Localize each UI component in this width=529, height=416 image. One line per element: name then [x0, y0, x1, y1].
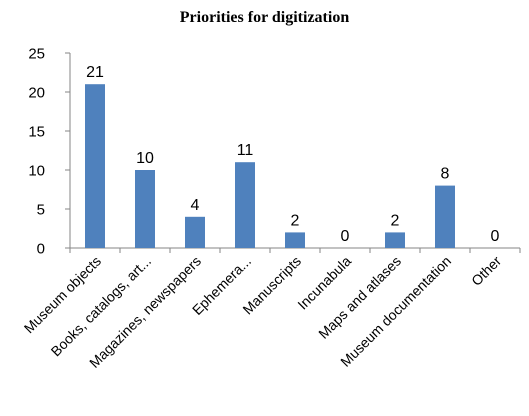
- bar: [285, 232, 305, 248]
- x-axis: [69, 247, 521, 253]
- data-label: 0: [341, 228, 350, 245]
- chart-title: Priorities for digitization: [179, 9, 350, 26]
- data-label: 4: [191, 197, 200, 214]
- y-tick-label: 0: [37, 241, 45, 258]
- data-label: 10: [136, 150, 154, 167]
- data-label: 8: [441, 166, 450, 183]
- y-tick-label: 10: [28, 163, 45, 180]
- data-labels: 21 10 4 11 2 0 2 8 0: [86, 64, 499, 245]
- data-label: 2: [291, 212, 300, 229]
- data-label: 2: [391, 212, 400, 229]
- bar: [185, 216, 205, 248]
- category-label: Other: [468, 253, 504, 289]
- bars: [85, 84, 455, 248]
- bar: [435, 185, 455, 248]
- y-tick-label: 25: [28, 46, 45, 63]
- category-label: Books, catalogs, art...: [48, 253, 155, 360]
- data-label: 11: [237, 142, 254, 159]
- bar: [85, 84, 105, 248]
- bar: [385, 232, 405, 248]
- y-tick-label: 15: [28, 124, 45, 141]
- bar: [235, 162, 255, 248]
- y-tick-label: 5: [37, 202, 45, 219]
- y-axis: 0 5 10 15 20 25: [28, 46, 71, 258]
- data-label: 21: [86, 64, 104, 81]
- bar: [135, 170, 155, 248]
- data-label: 0: [491, 228, 500, 245]
- y-tick-label: 20: [28, 85, 45, 102]
